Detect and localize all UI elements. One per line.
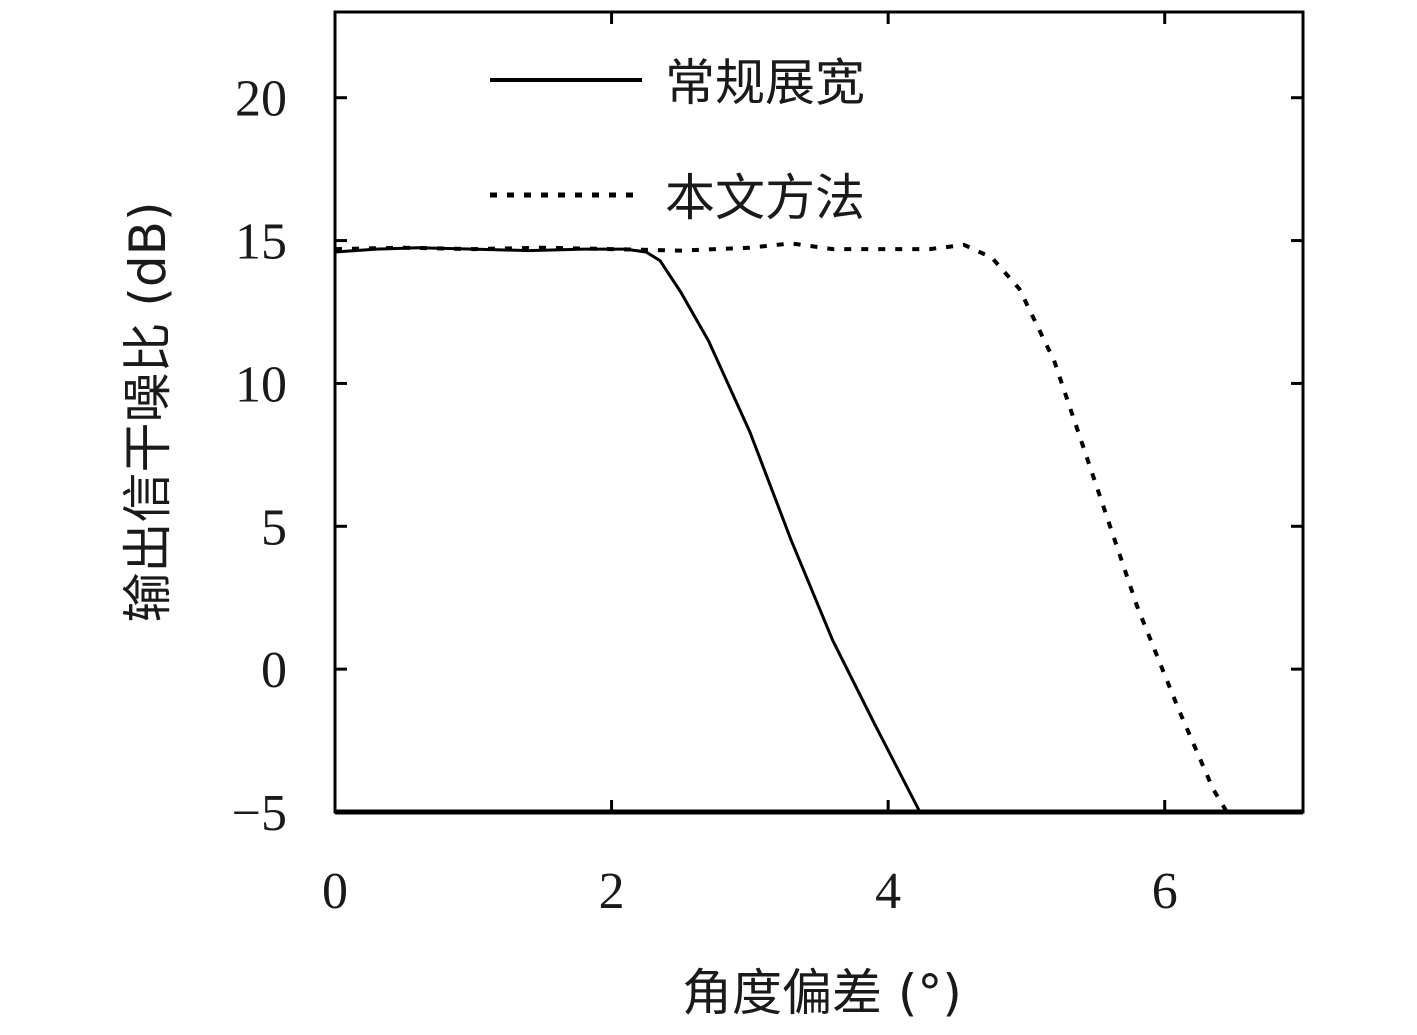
y-tick-labels: −5 0 5 10 15 20	[232, 71, 287, 842]
tick-marks	[333, 12, 1303, 814]
y-tick-label: 0	[261, 642, 287, 699]
y-tick-label: 20	[235, 71, 287, 128]
series-line-proposed	[334, 241, 1229, 814]
series-lines	[334, 241, 1229, 814]
y-tick-label: 5	[261, 499, 287, 556]
series-line-conventional	[334, 246, 922, 813]
legend-label-conventional: 常规展宽	[665, 54, 865, 112]
legend: 常规展宽 本文方法	[490, 54, 865, 227]
legend-label-proposed: 本文方法	[665, 169, 865, 227]
x-axis-title: 角度偏差 (°)	[682, 964, 962, 1022]
x-tick-label: 4	[875, 863, 901, 920]
y-tick-label: −5	[232, 785, 287, 842]
y-axis-title: 输出信干噪比 (dB)	[119, 202, 177, 623]
y-tick-label: 15	[235, 214, 287, 271]
plot-frame	[333, 10, 1305, 815]
x-tick-label: 0	[322, 863, 348, 920]
plot-area-border	[333, 10, 1305, 814]
x-tick-label: 6	[1152, 863, 1178, 920]
y-tick-label: 10	[235, 356, 287, 413]
x-tick-label: 2	[599, 863, 625, 920]
x-tick-labels: 0 2 4 6	[322, 863, 1178, 920]
